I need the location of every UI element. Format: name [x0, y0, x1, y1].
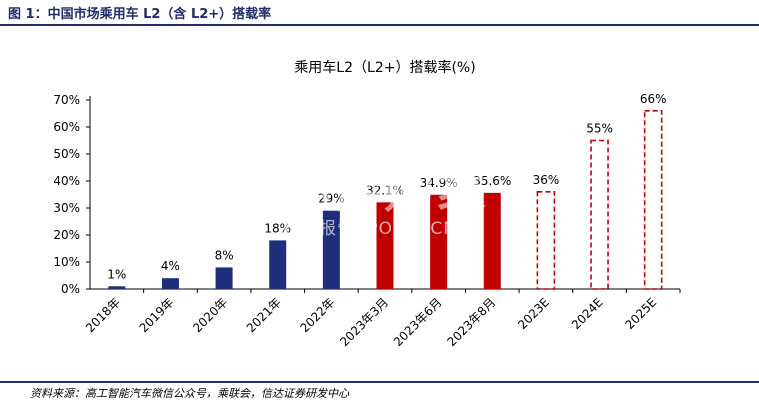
figure-title: 图 1：中国市场乘用车 L2（含 L2+）搭载率 — [8, 7, 272, 22]
y-tick-label: 40% — [53, 174, 80, 188]
x-tick-label: 2023年6月 — [391, 295, 445, 349]
data-label: 29% — [318, 192, 345, 206]
x-tick-label: 2023年3月 — [337, 295, 391, 349]
y-tick-label: 10% — [53, 255, 80, 269]
data-label: 32.1% — [366, 183, 404, 197]
y-tick-label: 20% — [53, 228, 80, 242]
bar-forecast — [536, 191, 556, 290]
bar-chart: 乘用车L2（L2+）搭载率(%) 0% 10% 20% 30% 40% 50% 60% 70% 1… — [53, 59, 681, 349]
y-tick-label: 50% — [53, 147, 80, 161]
x-tick-label: 2018年 — [83, 295, 123, 335]
data-label: 4% — [161, 259, 180, 273]
bar — [108, 286, 126, 289]
x-tick-label: 2025E — [622, 295, 659, 332]
data-label: 34.9% — [420, 176, 458, 190]
bar-forecast — [590, 139, 609, 290]
data-label: 55% — [586, 122, 613, 136]
data-label: 8% — [215, 248, 234, 262]
x-tick-label: 2021年 — [244, 295, 284, 335]
x-tick-label: 2023E — [515, 295, 552, 332]
bottom-rule — [0, 381, 759, 383]
y-tick-label: 70% — [53, 93, 80, 107]
bar-forecast — [643, 110, 663, 290]
data-label: 1% — [107, 267, 126, 281]
y-tick-label: 30% — [53, 201, 80, 215]
x-tick-label: 2022年 — [298, 295, 338, 335]
data-label: 18% — [264, 221, 291, 235]
x-tick-label: 2023年8月 — [445, 295, 499, 349]
bar — [430, 194, 448, 289]
bar — [161, 278, 179, 289]
bar — [322, 210, 340, 289]
data-label: 66% — [640, 92, 667, 106]
top-rule — [0, 24, 759, 26]
x-tick-label: 2019年 — [137, 295, 177, 335]
data-label: 36% — [533, 173, 560, 187]
source-note: 资料来源：高工智能汽车微信公众号，乘联会，信达证券研发中心 — [30, 387, 349, 400]
bar — [483, 192, 501, 289]
x-tick-label: 2024E — [569, 295, 606, 332]
data-label: 35.6% — [473, 174, 511, 188]
y-tick-label: 0% — [61, 282, 80, 296]
bar — [269, 240, 287, 289]
y-tick-label: 60% — [53, 120, 80, 134]
bar — [215, 267, 233, 289]
x-tick-label: 2020年 — [190, 295, 230, 335]
bar — [376, 202, 394, 289]
chart-title: 乘用车L2（L2+）搭载率(%) — [294, 59, 475, 76]
